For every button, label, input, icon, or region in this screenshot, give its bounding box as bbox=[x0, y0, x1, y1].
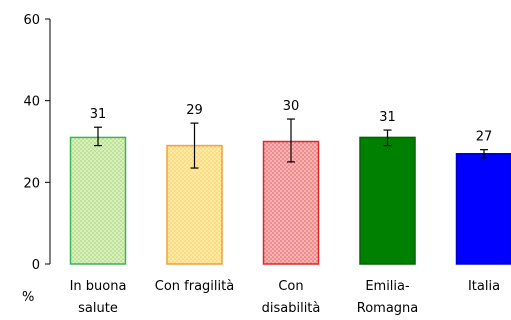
bar bbox=[455, 153, 511, 265]
y-axis-label: % bbox=[22, 290, 34, 305]
axes: 0 20 40 60% bbox=[22, 13, 51, 305]
x-tick-label: disabilità bbox=[262, 301, 321, 316]
labels: 31 In buona salute 29 Con fragilità 30 Con disa… bbox=[70, 99, 500, 316]
x-tick-label: Italia bbox=[468, 279, 500, 294]
data-label: 29 bbox=[186, 103, 203, 118]
x-tick-label: In buona bbox=[70, 279, 127, 294]
y-tick-label: 40 bbox=[23, 95, 40, 110]
bar bbox=[359, 136, 416, 265]
x-tick-label: Emilia- bbox=[365, 279, 410, 294]
x-tick-label: Romagna bbox=[357, 301, 419, 316]
bars bbox=[69, 118, 511, 265]
y-tick-label: 0 bbox=[32, 258, 40, 273]
x-tick-label: salute bbox=[78, 301, 118, 316]
y-tick-label: 60 bbox=[23, 13, 40, 28]
y-tick-label: 20 bbox=[23, 176, 40, 191]
data-label: 30 bbox=[283, 99, 300, 114]
data-label: 27 bbox=[476, 130, 493, 145]
data-label: 31 bbox=[90, 107, 107, 122]
x-tick-label: Con fragilità bbox=[155, 279, 234, 294]
data-label: 31 bbox=[379, 110, 396, 125]
x-tick-label: Con bbox=[278, 279, 303, 294]
bar bbox=[69, 136, 127, 265]
